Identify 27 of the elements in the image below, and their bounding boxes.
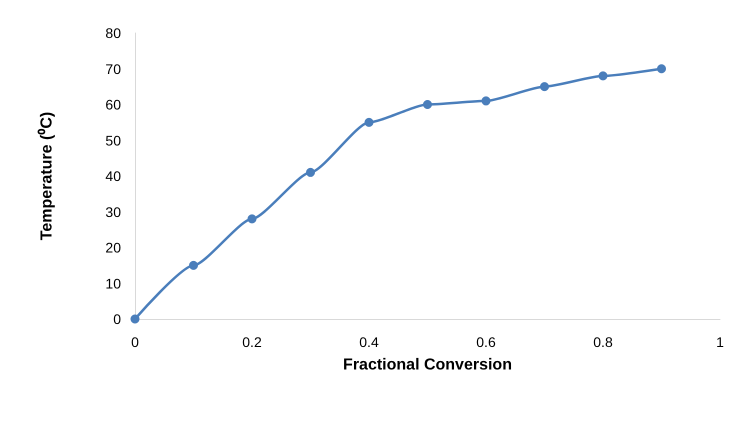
x-tick-label: 0.2 [242, 334, 262, 350]
point [540, 82, 549, 92]
y-tick-label: 30 [105, 204, 122, 220]
x-tick-label: 0.8 [593, 334, 613, 350]
point [248, 214, 256, 224]
x-tick-label: 0 [131, 334, 140, 350]
y-tick-label: 10 [105, 275, 122, 292]
point [306, 168, 315, 177]
point [482, 96, 490, 106]
x-tick-label: 0.4 [359, 334, 379, 350]
y-tick-label: 20 [105, 240, 122, 256]
y-tick-label: 0 [113, 311, 122, 327]
point [657, 64, 666, 74]
x-tick-label: 1 [716, 334, 724, 350]
x-tick-label: 0.6 [476, 334, 496, 350]
point [598, 71, 608, 80]
y-tick-label: 40 [105, 168, 122, 184]
x-axis-title: Fractional Conversion [343, 356, 512, 374]
point [189, 260, 198, 270]
point [423, 100, 432, 109]
y-tick-label: 60 [105, 96, 122, 112]
point [130, 314, 140, 324]
y-tick-label: 70 [105, 60, 122, 77]
y-axis-title: Temperature (⁰C) [38, 112, 56, 240]
y-tick-label: 80 [105, 25, 122, 41]
point [364, 118, 374, 127]
y-tick-label: 50 [105, 132, 122, 148]
